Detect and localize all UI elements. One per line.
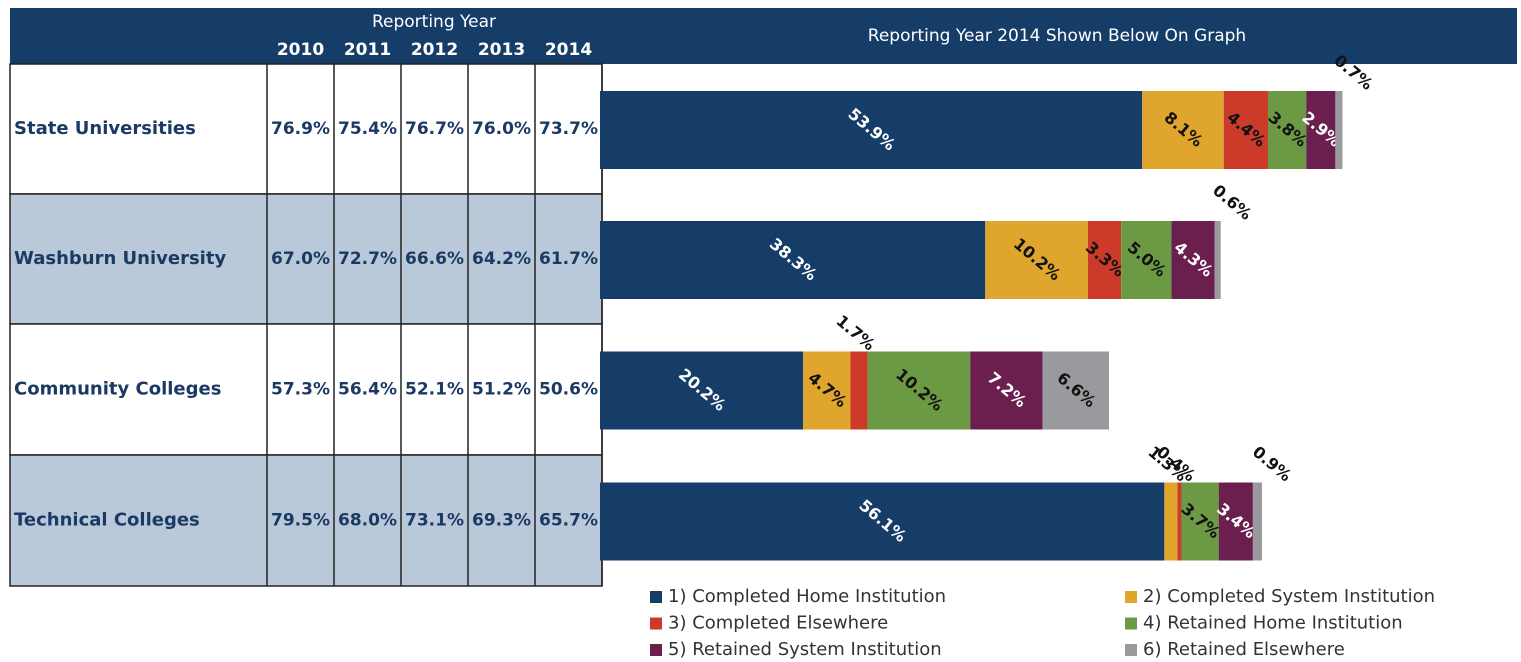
value-label: 0.6% [1209, 181, 1255, 224]
year-header: 2014 [545, 40, 592, 60]
bar-segment [1087, 221, 1122, 299]
legend-label: 6) Retained Elsewhere [1143, 639, 1345, 660]
legend-swatch [1125, 617, 1137, 630]
table-cell: 79.5% [271, 511, 330, 531]
legend-swatch [650, 591, 662, 603]
year-header: 2011 [344, 40, 391, 60]
year-header: 2013 [478, 40, 525, 60]
row-label: State Universities [14, 118, 196, 139]
bar-segment [600, 91, 1143, 169]
bar-segment [1142, 91, 1224, 169]
table-cell: 50.6% [539, 380, 598, 400]
table-cell: 65.7% [539, 511, 598, 531]
row-label: Technical Colleges [14, 510, 200, 531]
table-row-bg [9, 63, 603, 195]
year-header: 2010 [277, 40, 324, 60]
table-cell: 61.7% [539, 249, 598, 269]
bar-segment [1218, 482, 1253, 561]
bar-segment [1042, 351, 1110, 430]
table-cell: 76.7% [405, 119, 464, 139]
bar-segment [1267, 91, 1307, 169]
bar-segment [867, 351, 971, 430]
table-cell: 73.1% [405, 511, 464, 531]
table-cell: 66.6% [405, 249, 464, 269]
bar-segment [1181, 482, 1219, 561]
header-band [10, 8, 1517, 64]
bar-segment [1121, 221, 1172, 299]
table-cell: 72.7% [338, 249, 397, 269]
legend-label: 4) Retained Home Institution [1143, 613, 1403, 634]
legend-swatch [650, 617, 662, 630]
bar-segment [1252, 482, 1262, 561]
table-cell: 73.7% [539, 119, 598, 139]
table-row-bg [9, 193, 603, 325]
legend-swatch [1125, 591, 1137, 603]
table-cell: 75.4% [338, 119, 397, 139]
legend-swatch [1125, 644, 1137, 656]
table-cell: 69.3% [472, 511, 531, 531]
bar-segment [803, 351, 851, 430]
table-row-bg [9, 323, 603, 456]
bar-segment [1171, 221, 1215, 299]
table-cell: 76.9% [271, 119, 330, 139]
legend-label: 2) Completed System Institution [1143, 586, 1435, 607]
bar-segment [600, 351, 804, 430]
legend-swatch [650, 644, 662, 656]
bar-segment [600, 482, 1165, 561]
row-label: Washburn University [14, 248, 226, 269]
bar-segment [1164, 482, 1178, 561]
table-cell: 68.0% [338, 511, 397, 531]
table-cell: 57.3% [271, 380, 330, 400]
table-cell: 64.2% [472, 249, 531, 269]
value-label: 0.9% [1249, 442, 1295, 485]
table-cell: 51.2% [472, 380, 531, 400]
bar-segment [850, 351, 868, 430]
bar-segment [1214, 221, 1221, 299]
bar-segment [1223, 91, 1268, 169]
bar-segment [1335, 91, 1343, 169]
table-cell: 52.1% [405, 380, 464, 400]
legend-label: 1) Completed Home Institution [668, 586, 946, 607]
year-header: 2012 [411, 40, 458, 60]
table-row-bg [9, 454, 603, 587]
legend-label: 3) Completed Elsewhere [668, 613, 888, 634]
table-group-header: Reporting Year [372, 12, 496, 32]
bar-segment [985, 221, 1088, 299]
table-cell: 56.4% [338, 380, 397, 400]
row-label: Community Colleges [14, 379, 221, 400]
chart-title: Reporting Year 2014 Shown Below On Graph [868, 26, 1246, 46]
bar-segment [1177, 482, 1182, 561]
bar-segment [600, 221, 986, 299]
value-label: 1.7% [833, 311, 879, 354]
bar-segment [1306, 91, 1336, 169]
legend-label: 5) Retained System Institution [668, 639, 942, 660]
table-cell: 67.0% [271, 249, 330, 269]
bar-segment [970, 351, 1043, 430]
table-cell: 76.0% [472, 119, 531, 139]
